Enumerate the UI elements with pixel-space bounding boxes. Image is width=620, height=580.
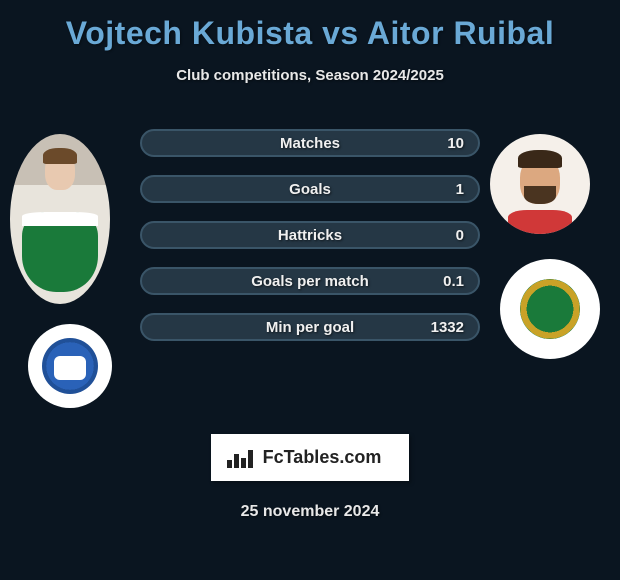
player-left-avatar [10, 134, 110, 304]
stat-label: Goals per match [251, 273, 369, 290]
bar-chart-icon [227, 448, 255, 468]
date-text: 25 november 2024 [0, 503, 620, 521]
stat-row: Goals per match 0.1 [140, 267, 480, 295]
stat-label: Hattricks [278, 227, 342, 244]
subtitle: Club competitions, Season 2024/2025 [0, 67, 620, 84]
stat-row: Goals 1 [140, 175, 480, 203]
stat-value: 10 [447, 135, 464, 152]
stat-label: Goals [289, 181, 331, 198]
stat-row: Hattricks 0 [140, 221, 480, 249]
club-left-badge [28, 324, 112, 408]
player-right-avatar [490, 134, 590, 234]
brand-text: FcTables.com [263, 447, 382, 467]
footer: FcTables.com 25 november 2024 [0, 434, 620, 521]
club-right-badge [500, 259, 600, 359]
stat-label: Min per goal [266, 319, 354, 336]
brand-badge: FcTables.com [211, 434, 410, 481]
stat-value: 1 [456, 181, 464, 198]
stats-list: Matches 10 Goals 1 Hattricks 0 Goals per… [140, 129, 480, 359]
stat-label: Matches [280, 135, 340, 152]
stat-value: 0 [456, 227, 464, 244]
stat-value: 1332 [431, 319, 464, 336]
page-title: Vojtech Kubista vs Aitor Ruibal [0, 15, 620, 52]
comparison-card: Vojtech Kubista vs Aitor Ruibal Club com… [0, 0, 620, 541]
stat-row: Matches 10 [140, 129, 480, 157]
stat-value: 0.1 [443, 273, 464, 290]
stat-row: Min per goal 1332 [140, 313, 480, 341]
content-area: Matches 10 Goals 1 Hattricks 0 Goals per… [0, 114, 620, 414]
